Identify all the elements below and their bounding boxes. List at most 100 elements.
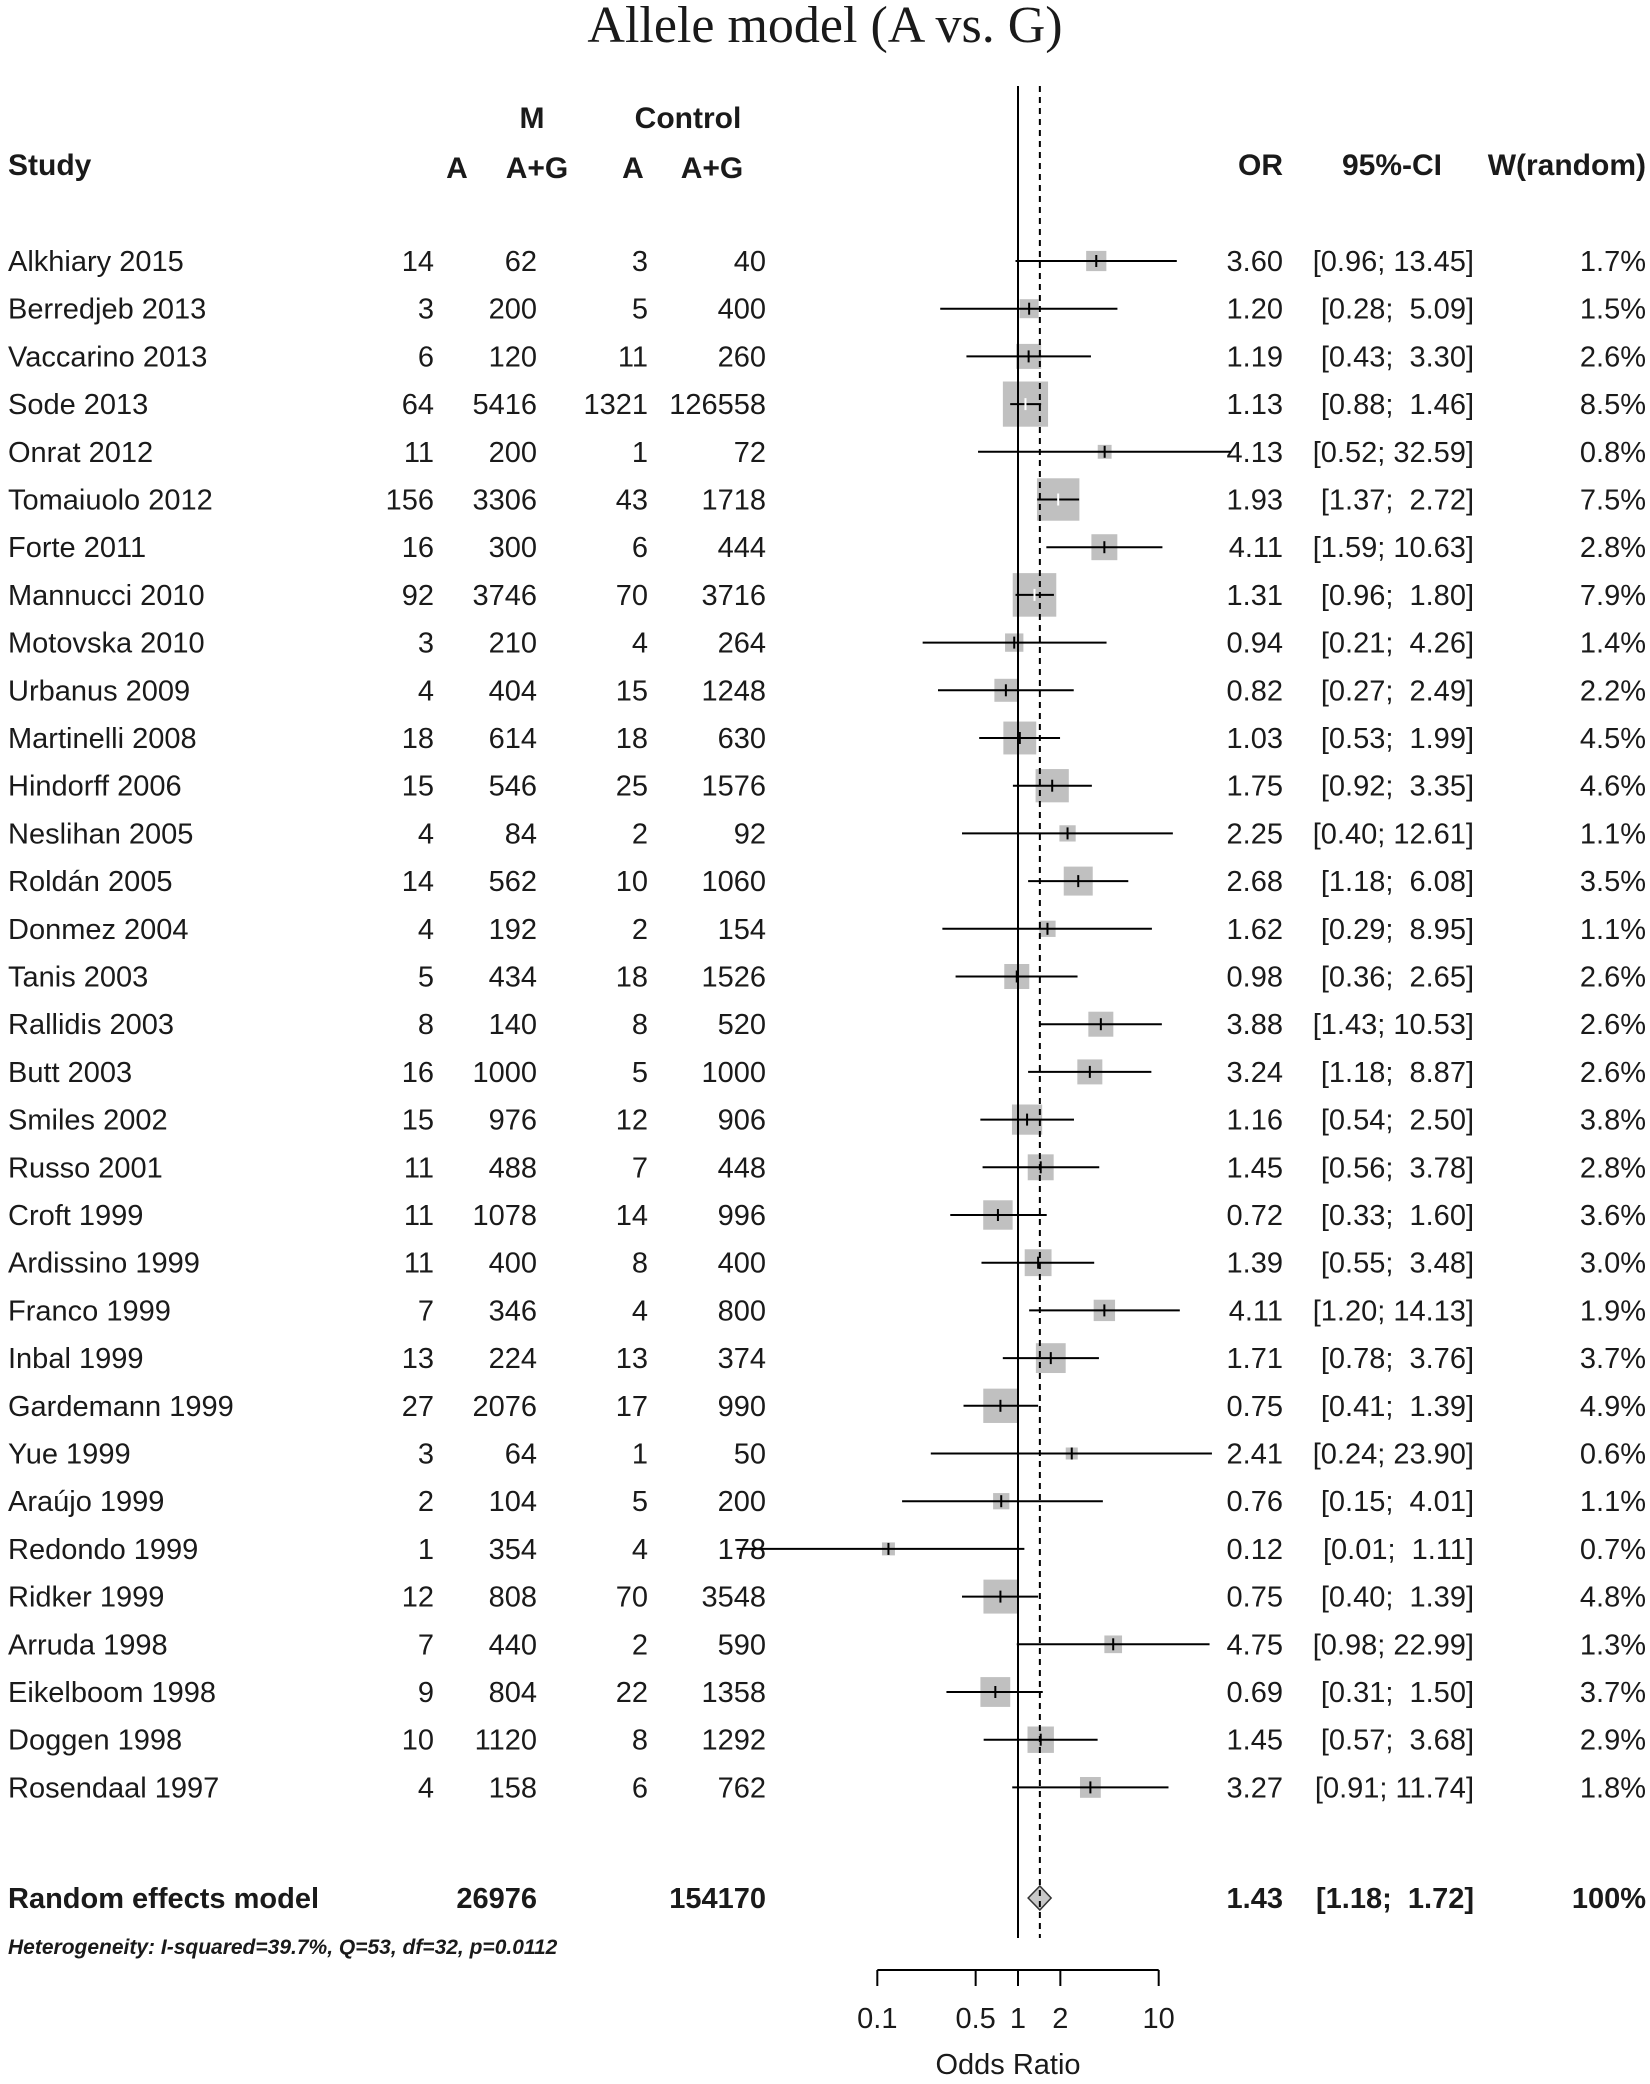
header-or: OR [1238, 149, 1283, 182]
weight-value: 2.6% [1580, 341, 1646, 373]
weight-value: 2.9% [1580, 1725, 1646, 1757]
study-name: Smiles 2002 [8, 1105, 168, 1137]
m-events: 4 [418, 818, 434, 850]
header-group-m: M [520, 102, 545, 135]
study-rows: Alkhiary 2015 14 62 3 40 3.60 [0.96; 13.45] 1.7… [8, 246, 1646, 1915]
confidence-interval-value: [0.27; 2.49] [1321, 675, 1474, 707]
weight-value: 7.9% [1580, 580, 1646, 612]
odds-ratio-value: 1.39 [1227, 1248, 1283, 1280]
m-events: 12 [402, 1582, 434, 1614]
control-events: 4 [632, 1534, 648, 1566]
x-tick-label: 1 [1010, 2003, 1026, 2035]
m-events: 4 [418, 675, 434, 707]
study-name: Berredjeb 2013 [8, 294, 206, 326]
study-name: Sode 2013 [8, 389, 148, 421]
confidence-interval-value: [0.40; 1.39] [1321, 1582, 1474, 1614]
study-name: Butt 2003 [8, 1057, 132, 1089]
confidence-interval-value: [0.98; 22.99] [1313, 1629, 1474, 1661]
confidence-interval-value: [0.78; 3.76] [1321, 1343, 1474, 1375]
odds-ratio-value: 0.94 [1227, 628, 1283, 660]
control-total: 1576 [701, 771, 766, 803]
confidence-interval-value: [0.53; 1.99] [1321, 723, 1474, 755]
control-events: 7 [632, 1152, 648, 1184]
m-total: 2076 [472, 1391, 537, 1423]
confidence-interval-value: [0.01; 1.11] [1323, 1534, 1474, 1566]
m-total: 1120 [475, 1725, 537, 1757]
control-total: 1000 [701, 1057, 766, 1089]
m-total: 140 [489, 1009, 537, 1041]
m-total: 200 [489, 437, 537, 469]
weight-value: 0.8% [1580, 437, 1646, 469]
confidence-interval-value: [1.18; 6.08] [1321, 866, 1474, 898]
control-total: 154 [718, 914, 766, 946]
weight-value: 2.6% [1580, 1009, 1646, 1041]
m-events: 9 [418, 1677, 434, 1709]
control-events: 8 [632, 1009, 648, 1041]
control-total: 40 [734, 246, 766, 278]
weight-value: 1.1% [1580, 914, 1646, 946]
weight-value: 3.6% [1580, 1200, 1646, 1232]
m-events: 15 [402, 771, 434, 803]
study-name: Onrat 2012 [8, 437, 153, 469]
summary-ci: [1.18; 1.72] [1316, 1883, 1474, 1915]
control-events: 10 [616, 866, 648, 898]
m-total: 3746 [472, 580, 537, 612]
control-events: 18 [616, 962, 648, 994]
odds-ratio-value: 1.45 [1227, 1725, 1283, 1757]
control-total: 126558 [669, 389, 766, 421]
study-name: Roldán 2005 [8, 866, 172, 898]
control-events: 17 [616, 1391, 648, 1423]
weight-value: 3.7% [1580, 1343, 1646, 1375]
control-total: 400 [718, 294, 766, 326]
odds-ratio-value: 4.75 [1227, 1629, 1283, 1661]
m-events: 64 [402, 389, 434, 421]
m-events: 7 [418, 1629, 434, 1661]
m-events: 13 [402, 1343, 434, 1375]
control-events: 5 [632, 1057, 648, 1089]
weight-value: 8.5% [1580, 389, 1646, 421]
m-total: 546 [489, 771, 537, 803]
odds-ratio-value: 1.71 [1227, 1343, 1283, 1375]
control-total: 444 [718, 532, 766, 564]
x-axis-label: Odds Ratio [935, 2049, 1080, 2081]
m-events: 8 [418, 1009, 434, 1041]
control-total: 72 [734, 437, 766, 469]
control-events: 1 [632, 1439, 648, 1471]
confidence-interval-value: [0.54; 2.50] [1321, 1105, 1474, 1137]
confidence-interval-value: [1.18; 8.87] [1321, 1057, 1474, 1089]
m-events: 5 [418, 962, 434, 994]
control-total: 3548 [701, 1582, 766, 1614]
control-events: 13 [616, 1343, 648, 1375]
control-total: 264 [718, 628, 766, 660]
m-events: 3 [418, 294, 434, 326]
confidence-interval-value: [0.21; 4.26] [1321, 628, 1474, 660]
m-events: 1 [418, 1534, 434, 1566]
weight-value: 3.8% [1580, 1105, 1646, 1137]
m-total: 120 [489, 341, 537, 373]
odds-ratio-value: 0.98 [1227, 962, 1283, 994]
m-total: 158 [489, 1772, 537, 1804]
m-total: 1000 [472, 1057, 537, 1089]
control-total: 400 [718, 1248, 766, 1280]
header-weight: W(random) [1488, 149, 1646, 182]
confidence-interval-value: [0.33; 1.60] [1321, 1200, 1474, 1232]
confidence-interval-value: [0.41; 1.39] [1321, 1391, 1474, 1423]
confidence-interval-value: [0.92; 3.35] [1321, 771, 1474, 803]
m-total: 400 [489, 1248, 537, 1280]
control-total: 1526 [701, 962, 766, 994]
control-total: 520 [718, 1009, 766, 1041]
m-total: 488 [489, 1152, 537, 1184]
control-events: 70 [616, 1582, 648, 1614]
confidence-interval-value: [0.29; 8.95] [1321, 914, 1474, 946]
m-events: 27 [402, 1391, 434, 1423]
odds-ratio-value: 0.76 [1227, 1486, 1283, 1518]
study-name: Motovska 2010 [8, 628, 205, 660]
weight-value: 4.8% [1580, 1582, 1646, 1614]
weight-value: 1.3% [1580, 1629, 1646, 1661]
column-headers: M Control Study A A+G A A+G OR 95%-CI W(… [8, 102, 1646, 185]
confidence-interval-value: [1.43; 10.53] [1313, 1009, 1474, 1041]
m-total: 808 [489, 1582, 537, 1614]
m-total: 976 [489, 1105, 537, 1137]
m-events: 14 [402, 866, 434, 898]
study-name: Martinelli 2008 [8, 723, 197, 755]
